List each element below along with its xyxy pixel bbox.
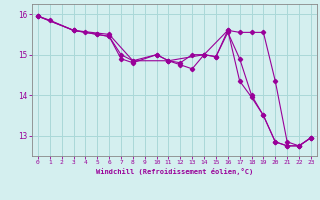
X-axis label: Windchill (Refroidissement éolien,°C): Windchill (Refroidissement éolien,°C) <box>96 168 253 175</box>
